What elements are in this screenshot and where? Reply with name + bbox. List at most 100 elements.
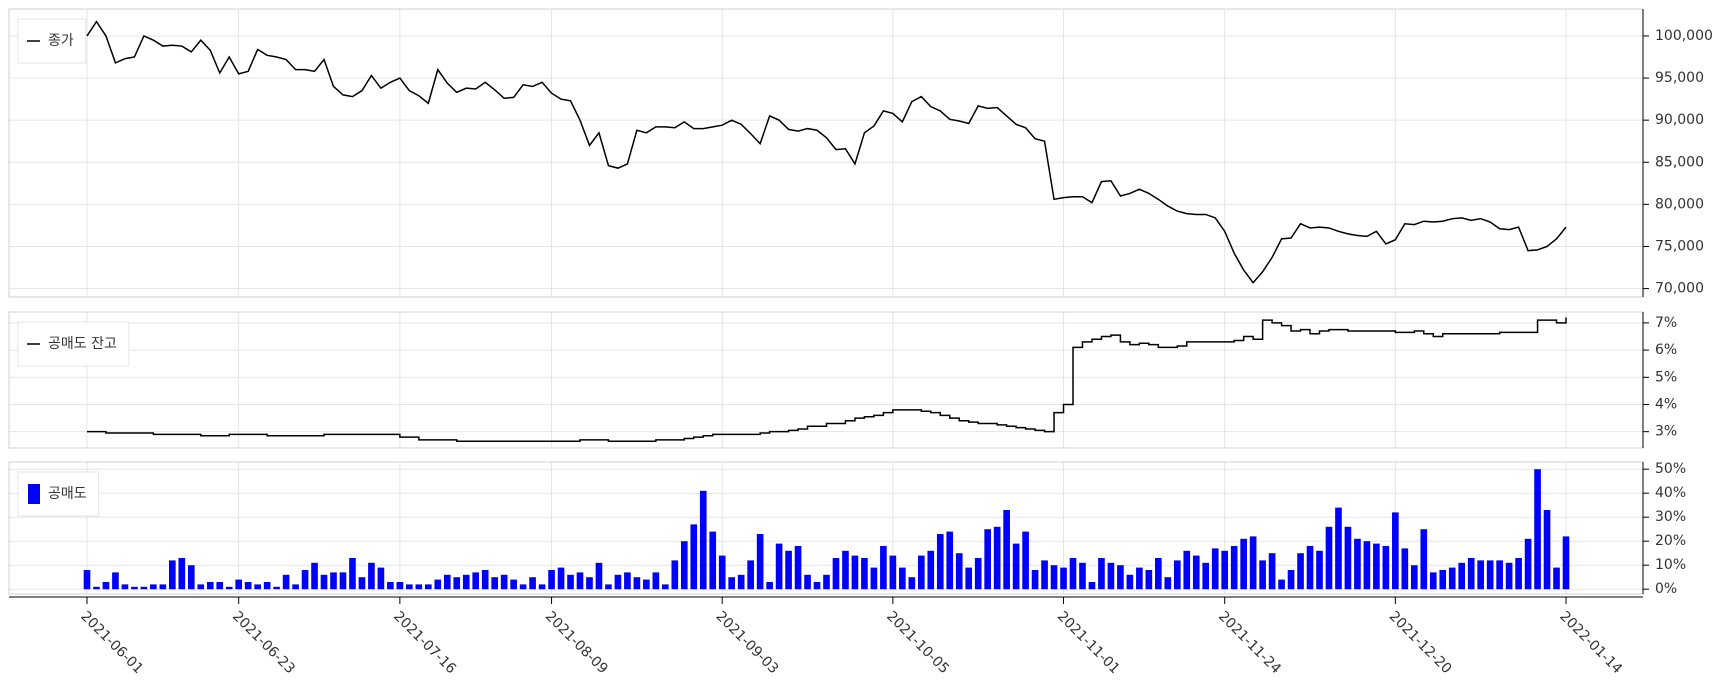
bar [1268, 553, 1276, 590]
line [86, 20, 1567, 284]
bar [481, 570, 489, 590]
bar [206, 582, 214, 590]
x-tick-label: 2021-09-03 [713, 608, 782, 677]
bar [908, 577, 916, 590]
y-tick-label: 80,000 [1655, 196, 1704, 212]
y-tick-label: 40% [1655, 485, 1686, 501]
bar [235, 579, 243, 590]
bar [1136, 567, 1143, 590]
bar [396, 582, 404, 590]
bar [1069, 558, 1077, 590]
legend-swatch [28, 484, 40, 504]
bar [813, 582, 821, 590]
bar [993, 526, 1001, 590]
bar [965, 567, 973, 590]
bar [899, 567, 906, 590]
bar [1401, 548, 1409, 590]
bar [671, 560, 679, 590]
bar [1363, 541, 1371, 590]
bar [927, 550, 935, 590]
bar [368, 562, 375, 590]
bar [1297, 553, 1304, 590]
bar [1420, 529, 1428, 590]
bar [557, 567, 565, 590]
y-tick-label: 75,000 [1655, 238, 1704, 254]
y-tick-label: 5% [1655, 369, 1677, 385]
bar [1249, 536, 1257, 590]
bar [984, 529, 991, 590]
bar [453, 577, 461, 590]
bar [538, 584, 546, 590]
bar [510, 579, 517, 590]
bar [424, 584, 432, 590]
bar [500, 574, 508, 590]
bar [1458, 562, 1466, 590]
bar [766, 582, 773, 590]
bar [93, 586, 100, 590]
bar [434, 579, 442, 590]
bar [1145, 570, 1153, 590]
bar [1164, 577, 1172, 590]
bar [282, 574, 290, 590]
bar [1003, 510, 1010, 590]
legend: 공매도 [17, 471, 100, 517]
bar [1410, 565, 1418, 590]
bar [1534, 469, 1541, 590]
y-tick-label: 4% [1655, 396, 1677, 412]
bar [1202, 562, 1210, 590]
bar [1088, 582, 1096, 590]
bar [1429, 572, 1437, 590]
y-tick-label: 0% [1655, 581, 1677, 597]
bar [1316, 550, 1323, 590]
bar [974, 558, 982, 590]
bar [415, 584, 423, 590]
bar [1012, 543, 1020, 590]
bar [1486, 560, 1494, 590]
bar [1325, 526, 1333, 590]
bar [917, 555, 925, 590]
bar [823, 574, 830, 590]
bar [794, 546, 802, 590]
bar [273, 586, 280, 590]
bar [1060, 567, 1067, 590]
bar [586, 577, 593, 590]
bar [443, 574, 451, 590]
bar [1553, 567, 1560, 590]
bar [605, 584, 612, 590]
x-tick-label: 2021-12-20 [1386, 608, 1455, 677]
bar [548, 570, 555, 590]
bar [652, 572, 660, 590]
bar [747, 560, 754, 590]
bar [320, 574, 328, 590]
x-tick-label: 2021-10-05 [883, 608, 952, 677]
bar [680, 541, 688, 590]
bar [1192, 555, 1200, 590]
bar [1117, 565, 1124, 590]
y-tick-label: 70,000 [1655, 281, 1704, 297]
bar [1382, 546, 1390, 590]
bar [851, 555, 859, 590]
y-tick-label: 30% [1655, 509, 1686, 525]
bar [159, 584, 167, 590]
legend: 종가 [17, 18, 87, 64]
bar [225, 586, 233, 590]
bar [1496, 560, 1503, 590]
bar [197, 584, 205, 590]
x-tick-label: 2021-06-23 [229, 608, 298, 677]
y-tick-label: 10% [1655, 557, 1686, 573]
bar [1467, 558, 1475, 590]
bar [1287, 570, 1295, 590]
legend-label: 종가 [48, 33, 74, 49]
bar [1183, 550, 1191, 590]
panel-frame [8, 8, 1644, 298]
bar [1107, 562, 1115, 590]
bar [1373, 543, 1380, 590]
y-tick-label: 85,000 [1655, 154, 1704, 170]
bar [1098, 558, 1105, 590]
legend-label: 공매도 [48, 486, 87, 502]
bar [756, 534, 764, 590]
bar [406, 584, 413, 590]
bar [1259, 560, 1266, 590]
